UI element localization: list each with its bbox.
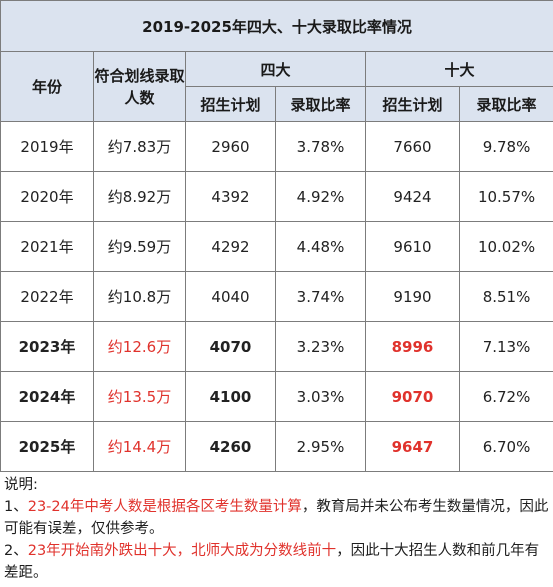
- sida-plan-cell: 2960: [185, 121, 276, 172]
- header-row-2: 招生计划 录取比率 招生计划 录取比率: [1, 86, 553, 122]
- sida-ratio-cell: 4.92%: [275, 171, 366, 222]
- header-row-1: 年份 符合划线录取人数 四大 十大: [0, 51, 553, 122]
- shida-plan-cell: 9610: [365, 221, 460, 272]
- table-row: 2022年 约10.8万 4040 3.74% 9190 8.51%: [0, 271, 553, 322]
- notes-heading: 说明:: [4, 477, 38, 493]
- year-cell: 2022年: [0, 271, 94, 322]
- shida-ratio-cell: 8.51%: [458, 271, 553, 322]
- sida-ratio-cell: 3.74%: [275, 271, 366, 322]
- sida-ratio-cell: 3.78%: [275, 121, 366, 172]
- note-1-prefix: 1、: [4, 499, 28, 515]
- shida-plan-cell: 7660: [365, 121, 460, 172]
- qualified-cell: 约9.59万: [93, 221, 186, 272]
- shida-plan-cell: 8996: [365, 321, 460, 372]
- year-cell: 2020年: [0, 171, 94, 222]
- qualified-cell: 约12.6万: [93, 321, 186, 372]
- sida-plan-cell: 4292: [185, 221, 276, 272]
- shida-plan-cell: 9190: [365, 271, 460, 322]
- shida-plan-cell: 9424: [365, 171, 460, 222]
- table-row: 2025年 约14.4万 4260 2.95% 9647 6.70%: [0, 421, 553, 472]
- sida-ratio-cell: 3.23%: [275, 321, 366, 372]
- sida-plan-cell: 4040: [185, 271, 276, 322]
- qualified-cell: 约10.8万: [93, 271, 186, 322]
- shida-plan-cell: 9647: [365, 421, 460, 472]
- sida-plan-cell: 4392: [185, 171, 276, 222]
- sida-plan-header: 招生计划: [185, 86, 276, 122]
- shida-ratio-cell: 10.57%: [458, 171, 553, 222]
- sida-ratio-header: 录取比率: [275, 86, 366, 122]
- sida-header: 四大: [185, 51, 366, 87]
- table-title-row: 2019-2025年四大、十大录取比率情况: [0, 0, 553, 52]
- table-row: 2019年 约7.83万 2960 3.78% 7660 9.78%: [0, 121, 553, 172]
- table-row: 2023年 约12.6万 4070 3.23% 8996 7.13%: [0, 321, 553, 372]
- year-cell: 2025年: [0, 421, 94, 472]
- shida-ratio-cell: 10.02%: [458, 221, 553, 272]
- sida-plan-cell: 4070: [185, 321, 276, 372]
- table-title: 2019-2025年四大、十大录取比率情况: [0, 0, 553, 52]
- note-1-highlight: 23-24年中考人数是根据各区考生数量计算: [27, 499, 302, 515]
- qualified-cell: 约8.92万: [93, 171, 186, 222]
- qualified-header: 符合划线录取人数: [93, 51, 186, 122]
- shida-header: 十大: [364, 51, 553, 87]
- shida-ratio-cell: 6.70%: [458, 421, 553, 472]
- year-cell: 2019年: [0, 121, 94, 172]
- shida-ratio-cell: 6.72%: [458, 371, 553, 422]
- year-cell: 2023年: [0, 321, 94, 372]
- note-1-rest: ，教育局并未公布考生数量情况，因此可能有误差，仅供参考。: [4, 499, 549, 537]
- year-header: 年份: [0, 51, 94, 122]
- shida-ratio-cell: 9.78%: [458, 121, 553, 172]
- qualified-cell: 约7.83万: [93, 121, 186, 172]
- shida-plan-header: 招生计划: [365, 86, 460, 122]
- sida-plan-cell: 4100: [185, 371, 276, 422]
- shida-ratio-header: 录取比率: [458, 86, 553, 122]
- admission-table: 2019-2025年四大、十大录取比率情况 年份 符合划线录取人数 四大 十大 …: [0, 0, 553, 472]
- note-2-highlight: 23年开始南外跌出十大，北师大成为分数线前十: [27, 543, 337, 559]
- sida-ratio-cell: 3.03%: [275, 371, 366, 422]
- sida-plan-cell: 4260: [185, 421, 276, 472]
- qualified-cell: 约14.4万: [93, 421, 186, 472]
- sida-ratio-cell: 2.95%: [275, 421, 366, 472]
- note-2-rest: ，因此十大招生人数和前几年有差距。: [4, 543, 540, 581]
- sida-ratio-cell: 4.48%: [275, 221, 366, 272]
- year-cell: 2024年: [0, 371, 94, 422]
- year-cell: 2021年: [0, 221, 94, 272]
- note-2-prefix: 2、: [4, 543, 28, 559]
- table-row: 2020年 约8.92万 4392 4.92% 9424 10.57%: [0, 171, 553, 222]
- qualified-cell: 约13.5万: [93, 371, 186, 422]
- table-row: 2021年 约9.59万 4292 4.48% 9610 10.02%: [0, 221, 553, 272]
- note-1: 1、23-24年中考人数是根据各区考生数量计算，教育局并未公布考生数量情况，因此…: [4, 496, 552, 540]
- note-2: 2、23年开始南外跌出十大，北师大成为分数线前十，因此十大招生人数和前几年有差距…: [4, 540, 552, 584]
- notes-section: 说明: 1、23-24年中考人数是根据各区考生数量计算，教育局并未公布考生数量情…: [4, 474, 552, 584]
- shida-plan-cell: 9070: [365, 371, 460, 422]
- shida-ratio-cell: 7.13%: [458, 321, 553, 372]
- table-row: 2024年 约13.5万 4100 3.03% 9070 6.72%: [0, 371, 553, 422]
